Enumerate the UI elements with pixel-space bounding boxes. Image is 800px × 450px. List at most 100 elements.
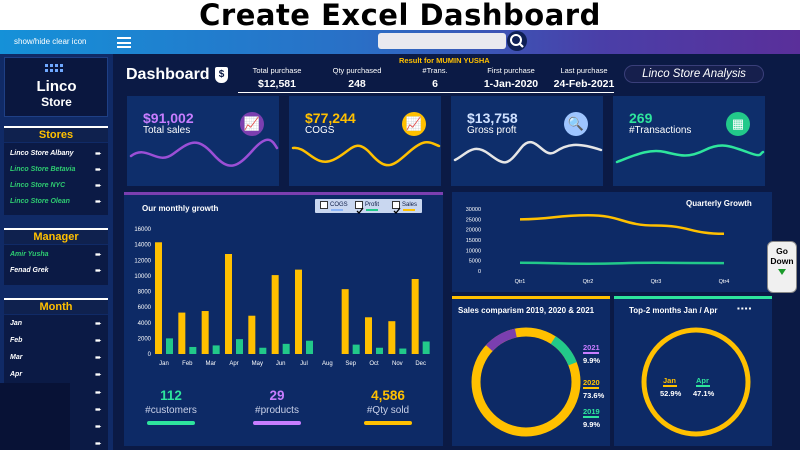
search-input[interactable] bbox=[378, 33, 506, 49]
x-tick-label: Jun bbox=[276, 361, 286, 367]
calendar-icon: ▦ bbox=[726, 112, 750, 136]
y-tick-label: 10000 bbox=[466, 248, 481, 254]
arrow-right-icon[interactable]: ➨ bbox=[95, 181, 102, 190]
kpi-value: 248 bbox=[348, 78, 366, 90]
line-sales bbox=[519, 213, 725, 236]
bar-profit bbox=[352, 344, 360, 354]
comparison-pct: 73.6% bbox=[583, 391, 605, 400]
arrow-right-icon[interactable]: ➨ bbox=[95, 266, 102, 275]
dollar-badge-icon: $ bbox=[215, 67, 228, 83]
bar-sales bbox=[411, 279, 419, 354]
arrow-right-icon[interactable]: ➨ bbox=[95, 165, 102, 174]
bar-profit bbox=[236, 339, 243, 354]
magnifier-icon: 🔍 bbox=[564, 112, 588, 136]
legend-swatch-cogs bbox=[331, 209, 343, 211]
y-tick-label: 6000 bbox=[138, 305, 152, 311]
arrow-right-icon[interactable]: ➨ bbox=[95, 149, 102, 158]
x-tick-label: Jul bbox=[300, 361, 308, 367]
bar-sales bbox=[201, 311, 209, 354]
arrow-right-icon[interactable]: ➨ bbox=[95, 405, 102, 414]
kpi-card-value: 269 bbox=[629, 110, 653, 126]
search-button[interactable] bbox=[507, 31, 527, 51]
kpi-card-label: Total sales bbox=[143, 125, 191, 136]
sparkline-path bbox=[615, 144, 765, 164]
legend-checkbox-profit[interactable] bbox=[355, 201, 364, 214]
manager-item[interactable]: Fenad Grek bbox=[10, 267, 49, 274]
hamburger-menu-icon[interactable] bbox=[117, 37, 131, 48]
arrow-right-icon[interactable]: ➨ bbox=[95, 388, 102, 397]
y-tick-label: 0 bbox=[478, 269, 481, 275]
bar-profit bbox=[422, 341, 430, 354]
y-tick-label: 12000 bbox=[134, 258, 151, 264]
top2-months-donut bbox=[641, 327, 751, 437]
kpi-card-value: $77,244 bbox=[305, 110, 356, 126]
kpi-value: 24-Feb-2021 bbox=[553, 78, 615, 90]
go-down-line-1: Go bbox=[776, 246, 788, 256]
kpi-card bbox=[127, 96, 279, 186]
arrow-right-icon[interactable]: ➨ bbox=[95, 250, 102, 259]
top2-months-title: Top-2 months Jan / Apr bbox=[629, 306, 718, 315]
sales-comparison-donut bbox=[471, 327, 581, 437]
y-tick-label: 16000 bbox=[134, 227, 151, 233]
comparison-year: 2021 bbox=[583, 343, 600, 352]
summary-stat-bar bbox=[253, 421, 301, 425]
legend-label-cogs: COGS bbox=[330, 202, 348, 208]
bar-profit bbox=[306, 340, 313, 354]
stores-list bbox=[4, 143, 108, 215]
comparison-swatch bbox=[583, 387, 599, 389]
stores-item[interactable]: Linco Store Albany bbox=[10, 150, 74, 157]
month-item[interactable]: Feb bbox=[10, 337, 23, 344]
arrow-right-icon[interactable]: ➨ bbox=[95, 439, 102, 448]
x-tick-label: Dec bbox=[415, 361, 426, 367]
kpi-card-label: #Transactions bbox=[629, 125, 692, 136]
stores-item[interactable]: Linco Store NYC bbox=[10, 182, 66, 189]
month-item[interactable]: Jan bbox=[10, 320, 23, 327]
kpi-label: Qty purchased bbox=[332, 66, 382, 75]
arrow-right-icon[interactable]: ➨ bbox=[95, 353, 102, 362]
show-hide-toggle[interactable]: show/hide clear icon bbox=[14, 37, 87, 46]
summary-stat-label: #Qty sold bbox=[366, 405, 410, 416]
y-tick-label: 14000 bbox=[134, 243, 151, 249]
kpi-card bbox=[613, 96, 765, 186]
arrow-right-icon[interactable]: ➨ bbox=[95, 370, 102, 379]
legend-checkbox-cogs[interactable] bbox=[320, 201, 328, 209]
more-options-icon[interactable]: ▪▪▪▪ bbox=[737, 304, 753, 313]
x-tick-label: May bbox=[252, 361, 263, 367]
go-down-button[interactable]: Go Down bbox=[767, 241, 797, 293]
x-tick-label: Qtr4 bbox=[719, 279, 730, 285]
legend-checkbox-sales[interactable] bbox=[392, 201, 401, 214]
y-tick-label: 0 bbox=[148, 352, 152, 358]
sparkline-path bbox=[129, 138, 279, 167]
kpi-divider bbox=[238, 92, 614, 93]
arrow-right-icon[interactable]: ➨ bbox=[95, 336, 102, 345]
x-tick-label: Qtr3 bbox=[651, 279, 662, 285]
bar-profit bbox=[259, 347, 267, 354]
kpi-value: $12,581 bbox=[258, 78, 296, 90]
kpi-card-sparkline bbox=[291, 141, 441, 167]
bar-sales bbox=[178, 312, 186, 354]
top2-swatch bbox=[696, 385, 710, 387]
arrow-right-icon[interactable]: ➨ bbox=[95, 319, 102, 328]
y-tick-label: 2000 bbox=[138, 336, 152, 342]
month-item[interactable]: Apr bbox=[10, 371, 23, 378]
stores-item[interactable]: Linco Store Betavia bbox=[10, 166, 76, 173]
arrow-right-icon[interactable]: ➨ bbox=[95, 422, 102, 431]
kpi-label: Total purchase bbox=[252, 66, 302, 75]
month-item[interactable]: Mar bbox=[10, 354, 23, 361]
kpi-card-sparkline bbox=[129, 138, 279, 167]
y-tick-label: 20000 bbox=[466, 228, 481, 234]
summary-stat-bar bbox=[147, 421, 195, 425]
bar-sales bbox=[225, 254, 232, 354]
bar-sales bbox=[271, 275, 279, 354]
comparison-year: 2020 bbox=[583, 378, 600, 387]
logo-line-2: Store bbox=[41, 95, 72, 109]
stores-item[interactable]: Linco Store Olean bbox=[10, 198, 70, 205]
sparkline-path bbox=[291, 141, 441, 167]
manager-item[interactable]: Amir Yusha bbox=[10, 251, 49, 258]
kpi-card-sparkline bbox=[615, 144, 765, 164]
legend-swatch-profit bbox=[366, 209, 378, 211]
kpi-label: First purchase bbox=[487, 66, 535, 75]
arrow-right-icon[interactable]: ➨ bbox=[95, 197, 102, 206]
comparison-year: 2019 bbox=[583, 407, 600, 416]
legend-label-profit: Profit bbox=[365, 202, 380, 208]
